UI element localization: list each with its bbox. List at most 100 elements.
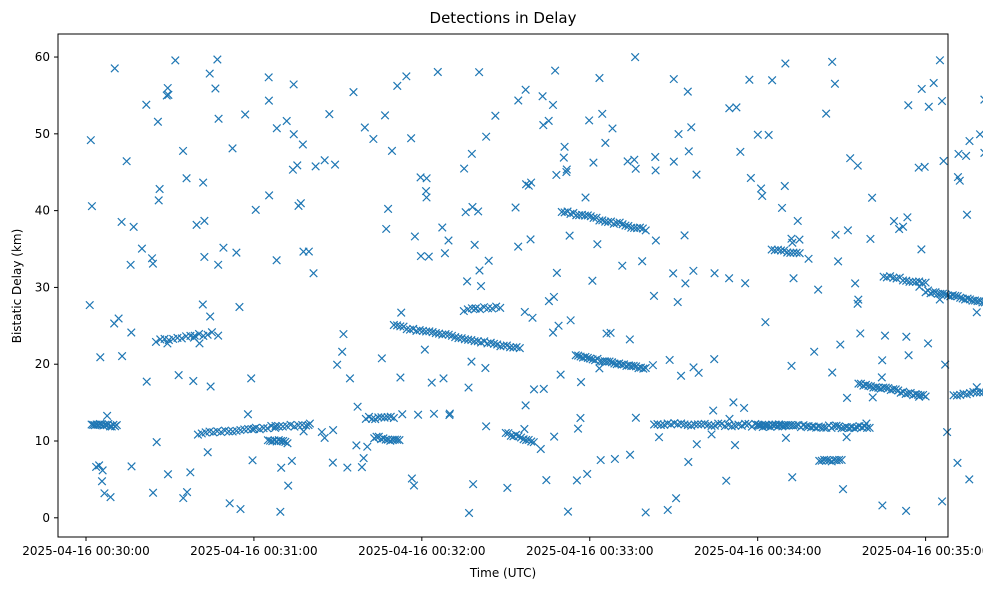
- detection-point: [211, 84, 220, 93]
- detection-point: [491, 111, 500, 120]
- detection-point: [549, 432, 559, 441]
- detection-point: [353, 402, 362, 411]
- y-tick-label: 20: [35, 357, 50, 371]
- detection-point: [405, 325, 415, 334]
- detection-point: [898, 222, 908, 231]
- detection-point: [972, 383, 981, 392]
- detection-point: [565, 231, 574, 240]
- detection-point: [926, 289, 935, 298]
- detection-point: [861, 380, 871, 390]
- detection-point: [274, 422, 284, 431]
- detection-point: [367, 414, 377, 424]
- detection-point: [690, 420, 699, 429]
- detection-point: [649, 420, 659, 429]
- detection-point: [402, 72, 411, 81]
- detection-point: [962, 210, 972, 219]
- detection-point: [761, 317, 770, 327]
- detection-point: [251, 205, 260, 215]
- detection-point: [526, 235, 535, 244]
- detection-point: [278, 436, 288, 446]
- detection-point: [232, 248, 241, 257]
- detection-point: [96, 352, 105, 362]
- detection-point: [787, 234, 796, 243]
- detection-point: [889, 216, 899, 226]
- detection-point: [171, 56, 180, 65]
- detection-point: [420, 345, 430, 354]
- detection-point: [770, 246, 780, 255]
- detection-point: [680, 420, 689, 429]
- detection-point: [511, 430, 521, 440]
- detection-point: [901, 506, 911, 516]
- y-tick-label: 50: [35, 127, 50, 141]
- detection-point: [481, 422, 491, 431]
- detection-point: [687, 123, 696, 132]
- detection-point: [483, 339, 492, 348]
- detection-point: [791, 421, 801, 430]
- detection-point: [965, 475, 974, 484]
- detection-point: [921, 278, 930, 287]
- detection-point: [548, 328, 558, 337]
- detection-point: [595, 364, 604, 373]
- detection-point: [730, 440, 740, 450]
- detection-point: [955, 293, 965, 302]
- detection-point: [768, 420, 778, 430]
- detection-point: [789, 274, 798, 283]
- detection-point: [921, 392, 930, 401]
- detection-point: [264, 191, 274, 200]
- detection-point: [898, 276, 908, 285]
- detection-point: [110, 64, 119, 73]
- detection-point: [877, 373, 887, 382]
- detection-point: [412, 326, 421, 336]
- detection-point: [891, 385, 900, 394]
- detection-point: [635, 223, 645, 232]
- detection-point: [864, 381, 873, 391]
- x-tick-label: 2025-04-16 00:34:00: [694, 544, 821, 558]
- detection-point: [656, 420, 666, 430]
- detection-point: [392, 321, 402, 330]
- detection-point: [915, 282, 924, 291]
- detection-point: [799, 420, 808, 430]
- detection-point: [122, 156, 131, 166]
- detection-point: [263, 424, 272, 433]
- detection-point: [843, 226, 853, 235]
- detection-point: [147, 254, 157, 263]
- detection-point: [761, 420, 770, 429]
- detection-point: [152, 437, 161, 447]
- detection-point: [669, 157, 679, 166]
- detection-point: [965, 136, 974, 146]
- detection-point: [106, 492, 115, 502]
- detection-point: [415, 325, 424, 335]
- detection-point: [272, 124, 282, 133]
- detection-point: [194, 329, 204, 339]
- detection-point: [625, 335, 635, 344]
- detection-point: [514, 96, 523, 105]
- detection-point: [182, 487, 192, 497]
- detection-point: [801, 422, 811, 431]
- detection-point: [246, 374, 256, 383]
- detection-point: [276, 463, 286, 473]
- detection-point: [86, 135, 96, 145]
- detection-point: [745, 75, 754, 84]
- detection-point: [767, 76, 777, 85]
- detection-point: [725, 104, 734, 113]
- detection-point: [929, 78, 938, 88]
- detection-point: [674, 129, 683, 139]
- detection-point: [137, 244, 147, 253]
- detection-point: [317, 427, 327, 437]
- detection-point: [606, 328, 615, 338]
- detection-point: [198, 300, 208, 309]
- detection-point: [409, 481, 419, 490]
- detection-point: [980, 95, 983, 104]
- detection-point: [649, 291, 659, 301]
- detection-point: [542, 475, 551, 485]
- detection-point: [693, 420, 703, 429]
- detection-point: [481, 132, 491, 141]
- detection-point: [707, 430, 716, 439]
- detection-point: [724, 274, 734, 283]
- detection-point: [440, 249, 450, 258]
- detection-point: [304, 420, 313, 430]
- detection-point: [880, 331, 890, 340]
- detection-point: [877, 356, 887, 365]
- detection-point: [539, 120, 548, 130]
- detection-point: [438, 223, 447, 232]
